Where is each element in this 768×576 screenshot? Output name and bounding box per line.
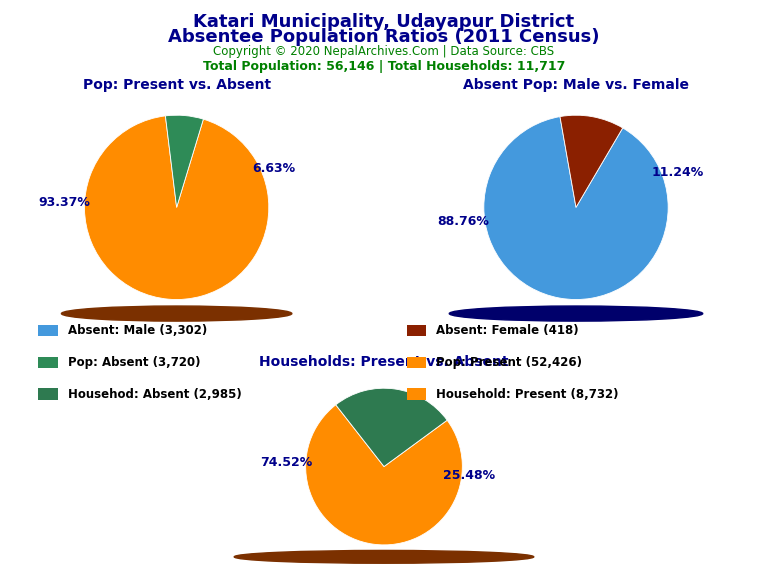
Title: Absent Pop: Male vs. Female: Absent Pop: Male vs. Female (463, 78, 689, 92)
Ellipse shape (234, 551, 534, 563)
Text: Absentee Population Ratios (2011 Census): Absentee Population Ratios (2011 Census) (168, 28, 600, 46)
Text: 93.37%: 93.37% (38, 196, 90, 209)
Text: 6.63%: 6.63% (252, 162, 295, 175)
Text: 74.52%: 74.52% (260, 456, 313, 469)
Ellipse shape (61, 306, 292, 321)
Ellipse shape (449, 306, 703, 321)
Text: Katari Municipality, Udayapur District: Katari Municipality, Udayapur District (194, 13, 574, 31)
Text: Absent: Female (418): Absent: Female (418) (436, 324, 579, 337)
Title: Pop: Present vs. Absent: Pop: Present vs. Absent (83, 78, 270, 92)
Wedge shape (165, 115, 204, 207)
Text: Pop: Present (52,426): Pop: Present (52,426) (436, 356, 582, 369)
Wedge shape (84, 116, 269, 300)
Text: Pop: Absent (3,720): Pop: Absent (3,720) (68, 356, 200, 369)
Wedge shape (560, 115, 623, 207)
Wedge shape (484, 116, 668, 300)
Text: 11.24%: 11.24% (651, 166, 703, 179)
Text: Househod: Absent (2,985): Househod: Absent (2,985) (68, 388, 241, 400)
Text: Absent: Male (3,302): Absent: Male (3,302) (68, 324, 207, 337)
Wedge shape (306, 405, 462, 545)
Title: Households: Present vs. Absent: Households: Present vs. Absent (260, 355, 508, 369)
Text: 25.48%: 25.48% (442, 469, 495, 483)
Text: Total Population: 56,146 | Total Households: 11,717: Total Population: 56,146 | Total Househo… (203, 60, 565, 73)
Text: Copyright © 2020 NepalArchives.Com | Data Source: CBS: Copyright © 2020 NepalArchives.Com | Dat… (214, 45, 554, 58)
Wedge shape (336, 388, 447, 467)
Text: 88.76%: 88.76% (438, 215, 489, 228)
Text: Household: Present (8,732): Household: Present (8,732) (436, 388, 619, 400)
